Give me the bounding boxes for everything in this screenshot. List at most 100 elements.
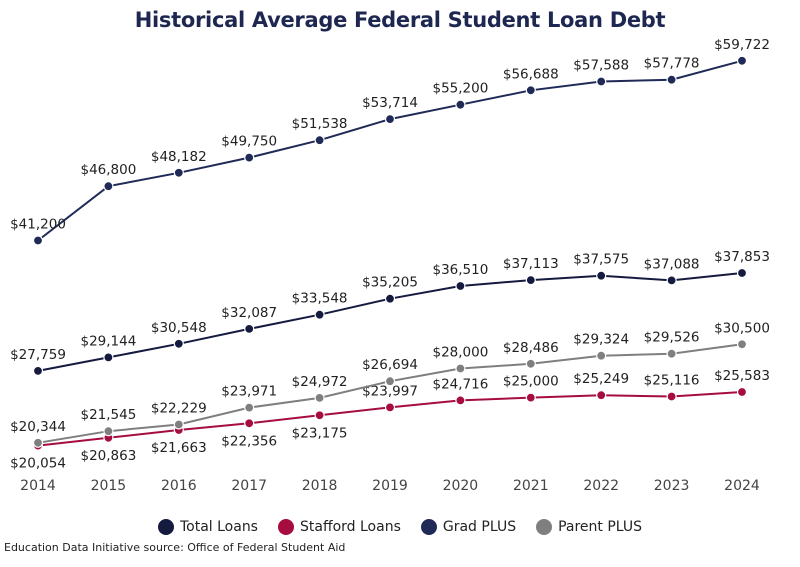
legend-label-total-loans: Total Loans: [179, 519, 258, 535]
data-label-total-loans-2023: $37,088: [644, 256, 700, 272]
data-point-stafford-loans-2020: [455, 395, 466, 406]
data-point-parent-plus-2018: [314, 392, 325, 403]
data-label-stafford-loans-2021: $25,000: [503, 374, 559, 390]
legend-swatch-stafford-loans: [277, 519, 294, 535]
data-label-total-loans-2019: $35,205: [362, 275, 418, 291]
data-point-total-loans-2020: [455, 280, 466, 292]
data-label-stafford-loans-2018: $23,175: [292, 425, 348, 441]
source-note: Education Data Initiative source: Office…: [4, 541, 346, 554]
x-tick-label-2024: 2024: [724, 478, 760, 494]
legend: Total Loans Stafford Loans Grad PLUS Parent…: [0, 519, 800, 535]
data-label-total-loans-2016: $30,548: [151, 320, 207, 336]
legend-item-total-loans: Total Loans: [157, 519, 258, 535]
legend-label-stafford-loans: Stafford Loans: [299, 519, 401, 535]
x-tick-label-2022: 2022: [583, 478, 619, 494]
data-label-total-loans-2015: $29,144: [80, 333, 136, 349]
data-point-parent-plus-2020: [455, 363, 466, 374]
data-label-parent-plus-2017: $23,971: [221, 384, 277, 400]
data-label-parent-plus-2024: $30,500: [714, 320, 770, 336]
data-point-stafford-loans-2018: [314, 410, 325, 421]
legend-label-grad-plus: Grad PLUS: [442, 519, 517, 535]
data-point-grad-plus-2022: [596, 76, 607, 87]
data-label-stafford-loans-2022: $25,249: [573, 371, 629, 387]
data-point-grad-plus-2024: [736, 55, 748, 66]
x-tick-label-2015: 2015: [91, 478, 127, 494]
data-point-parent-plus-2015: [103, 426, 114, 437]
x-tick-label-2021: 2021: [513, 478, 549, 494]
data-label-total-loans-2018: $33,548: [292, 291, 348, 307]
data-point-grad-plus-2016: [173, 167, 184, 178]
data-point-total-loans-2014: [32, 365, 44, 376]
data-label-stafford-loans-2024: $25,583: [714, 368, 770, 384]
data-label-grad-plus-2016: $48,182: [151, 149, 207, 165]
data-point-stafford-loans-2023: [666, 391, 677, 402]
x-tick-label-2020: 2020: [443, 478, 479, 494]
data-label-stafford-loans-2017: $22,356: [221, 433, 277, 449]
data-label-total-loans-2020: $36,510: [432, 262, 488, 278]
x-tick-label-2017: 2017: [231, 478, 267, 494]
data-label-grad-plus-2014: $41,200: [10, 217, 66, 233]
data-point-total-loans-2021: [525, 275, 536, 286]
data-label-stafford-loans-2023: $25,116: [644, 373, 700, 389]
legend-label-parent-plus: Parent PLUS: [558, 519, 643, 535]
data-point-grad-plus-2023: [666, 74, 677, 85]
data-point-parent-plus-2024: [736, 339, 748, 350]
line-chart: 2014 2015 2016 2017 2018 2019 2020 2021 2022 2023…: [10, 37, 770, 494]
x-tick-label-2018: 2018: [302, 478, 338, 494]
data-point-grad-plus-2015: [103, 181, 114, 192]
data-point-stafford-loans-2021: [525, 392, 536, 403]
data-label-parent-plus-2018: $24,972: [292, 374, 348, 390]
data-label-stafford-loans-2020: $24,716: [432, 376, 488, 392]
data-label-grad-plus-2020: $55,200: [432, 81, 488, 97]
data-point-grad-plus-2021: [525, 85, 536, 96]
legend-item-parent-plus: Parent PLUS: [536, 519, 642, 535]
data-point-grad-plus-2019: [384, 113, 396, 125]
data-point-total-loans-2023: [666, 275, 677, 286]
data-label-parent-plus-2022: $29,324: [573, 332, 629, 348]
data-label-parent-plus-2020: $28,000: [432, 345, 488, 361]
data-point-parent-plus-2019: [384, 376, 396, 387]
x-tick-label-2023: 2023: [654, 478, 690, 494]
data-label-grad-plus-2019: $53,714: [362, 95, 418, 111]
data-point-stafford-loans-2024: [736, 386, 748, 398]
data-point-total-loans-2016: [173, 338, 184, 349]
data-point-parent-plus-2023: [666, 348, 677, 359]
legend-swatch-parent-plus: [536, 519, 553, 535]
legend-item-grad-plus: Grad PLUS: [420, 519, 517, 535]
series-parent-plus: $20,344 $21,545 $22,229 $23,971 $24,972 $26,6…: [10, 320, 770, 448]
data-label-parent-plus-2014: $20,344: [10, 419, 66, 435]
data-label-stafford-loans-2016: $21,663: [151, 440, 207, 456]
data-point-stafford-loans-2019: [384, 402, 396, 413]
data-point-parent-plus-2022: [596, 350, 607, 361]
data-point-total-loans-2015: [103, 352, 114, 363]
data-label-parent-plus-2021: $28,486: [503, 340, 559, 356]
data-label-grad-plus-2017: $49,750: [221, 134, 277, 150]
legend-swatch-grad-plus: [420, 519, 437, 535]
series-stafford-loans: $20,054 $20,863 $21,663 $22,356 $23,175 $23,9…: [10, 368, 770, 472]
chart-title: Historical Average Federal Student Loan …: [134, 8, 666, 32]
data-point-grad-plus-2014: [32, 235, 44, 246]
x-tick-label-2014: 2014: [20, 478, 56, 494]
data-label-total-loans-2017: $32,087: [221, 305, 277, 321]
data-point-parent-plus-2014: [32, 437, 44, 448]
legend-swatch-total-loans: [157, 519, 174, 535]
series-total-loans: $27,759 $29,144 $30,548 $32,087 $33,548 $35,2…: [10, 249, 770, 376]
data-label-total-loans-2014: $27,759: [10, 347, 66, 363]
data-point-total-loans-2024: [736, 267, 748, 279]
data-label-total-loans-2022: $37,575: [573, 252, 629, 268]
data-point-grad-plus-2018: [314, 135, 325, 146]
x-tick-label-2016: 2016: [161, 478, 197, 494]
series-grad-plus: $41,200 $46,800 $48,182 $49,750 $51,538 $53,7…: [10, 37, 770, 246]
series-line-stafford-loans: [37, 391, 743, 447]
data-point-stafford-loans-2017: [244, 418, 255, 429]
x-tick-label-2019: 2019: [372, 478, 408, 494]
data-point-parent-plus-2016: [173, 419, 184, 430]
data-point-parent-plus-2021: [525, 358, 536, 369]
data-label-stafford-loans-2014: $20,054: [10, 456, 66, 472]
legend-item-stafford-loans: Stafford Loans: [277, 519, 401, 535]
data-label-total-loans-2024: $37,853: [714, 249, 770, 265]
data-point-total-loans-2019: [384, 293, 396, 304]
data-label-parent-plus-2016: $22,229: [151, 401, 207, 417]
data-label-parent-plus-2019: $26,694: [362, 357, 418, 373]
series-line-grad-plus: [37, 59, 743, 242]
